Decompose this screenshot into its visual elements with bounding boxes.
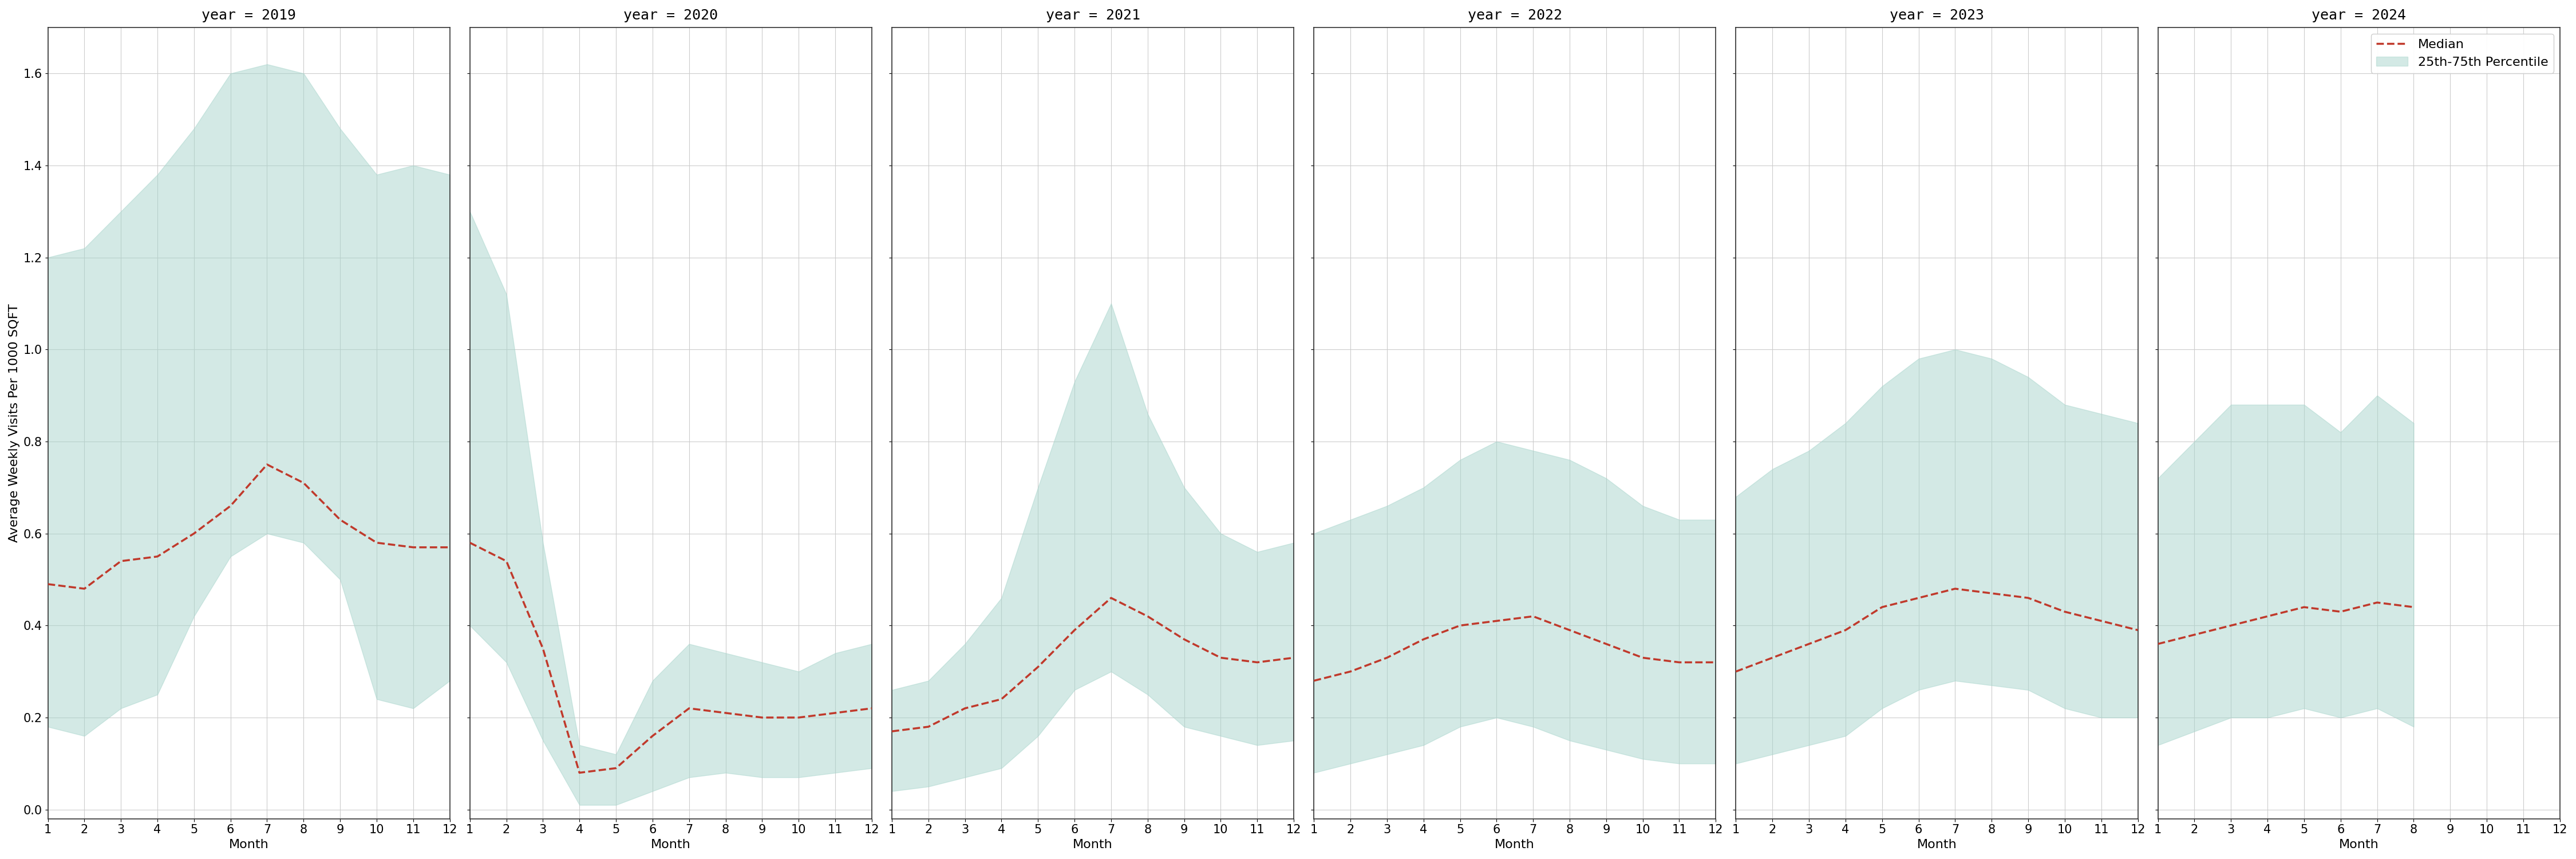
X-axis label: Month: Month	[1072, 839, 1113, 850]
X-axis label: Month: Month	[652, 839, 690, 850]
Title: year = 2020: year = 2020	[623, 9, 719, 22]
Y-axis label: Average Weekly Visits Per 1000 SQFT: Average Weekly Visits Per 1000 SQFT	[8, 304, 21, 542]
Title: year = 2023: year = 2023	[1891, 9, 1984, 22]
X-axis label: Month: Month	[2339, 839, 2378, 850]
X-axis label: Month: Month	[1494, 839, 1535, 850]
Title: year = 2022: year = 2022	[1468, 9, 1561, 22]
Title: year = 2024: year = 2024	[2311, 9, 2406, 22]
Title: year = 2021: year = 2021	[1046, 9, 1141, 22]
X-axis label: Month: Month	[1917, 839, 1958, 850]
X-axis label: Month: Month	[229, 839, 268, 850]
Legend: Median, 25th-75th Percentile: Median, 25th-75th Percentile	[2370, 34, 2553, 73]
Title: year = 2019: year = 2019	[201, 9, 296, 22]
